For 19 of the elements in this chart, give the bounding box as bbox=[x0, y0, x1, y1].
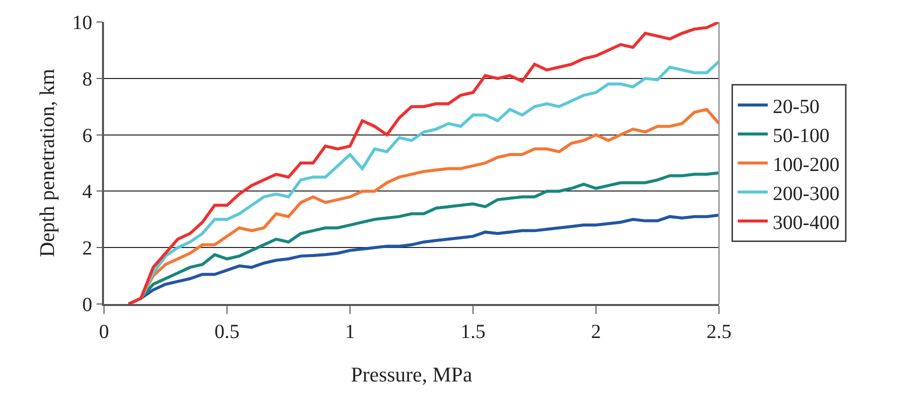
y-tick-label: 2 bbox=[82, 238, 92, 260]
x-tick-label: 0.5 bbox=[214, 320, 240, 343]
legend-label: 20-50 bbox=[772, 96, 820, 118]
legend-label: 50-100 bbox=[772, 124, 830, 147]
y-tick-label: 4 bbox=[82, 181, 92, 204]
y-axis-title: Depth penetration, km bbox=[34, 68, 59, 258]
y-tick-label: 6 bbox=[82, 124, 92, 147]
x-tick-label: 2.5 bbox=[706, 320, 732, 343]
x-tick-label: 1 bbox=[345, 320, 355, 343]
y-tick-label: 0 bbox=[82, 294, 92, 316]
x-tick-label: 0 bbox=[99, 320, 109, 343]
x-axis-title: Pressure, MPa bbox=[350, 362, 473, 386]
y-tick-label: 8 bbox=[82, 68, 92, 90]
x-tick-label: 2 bbox=[591, 320, 601, 343]
legend-label: 200-300 bbox=[772, 182, 840, 205]
legend-label: 300-400 bbox=[772, 212, 840, 234]
legend-label: 100-200 bbox=[772, 154, 840, 176]
x-tick-label: 1.5 bbox=[460, 320, 486, 343]
y-tick-label: 10 bbox=[72, 12, 92, 34]
